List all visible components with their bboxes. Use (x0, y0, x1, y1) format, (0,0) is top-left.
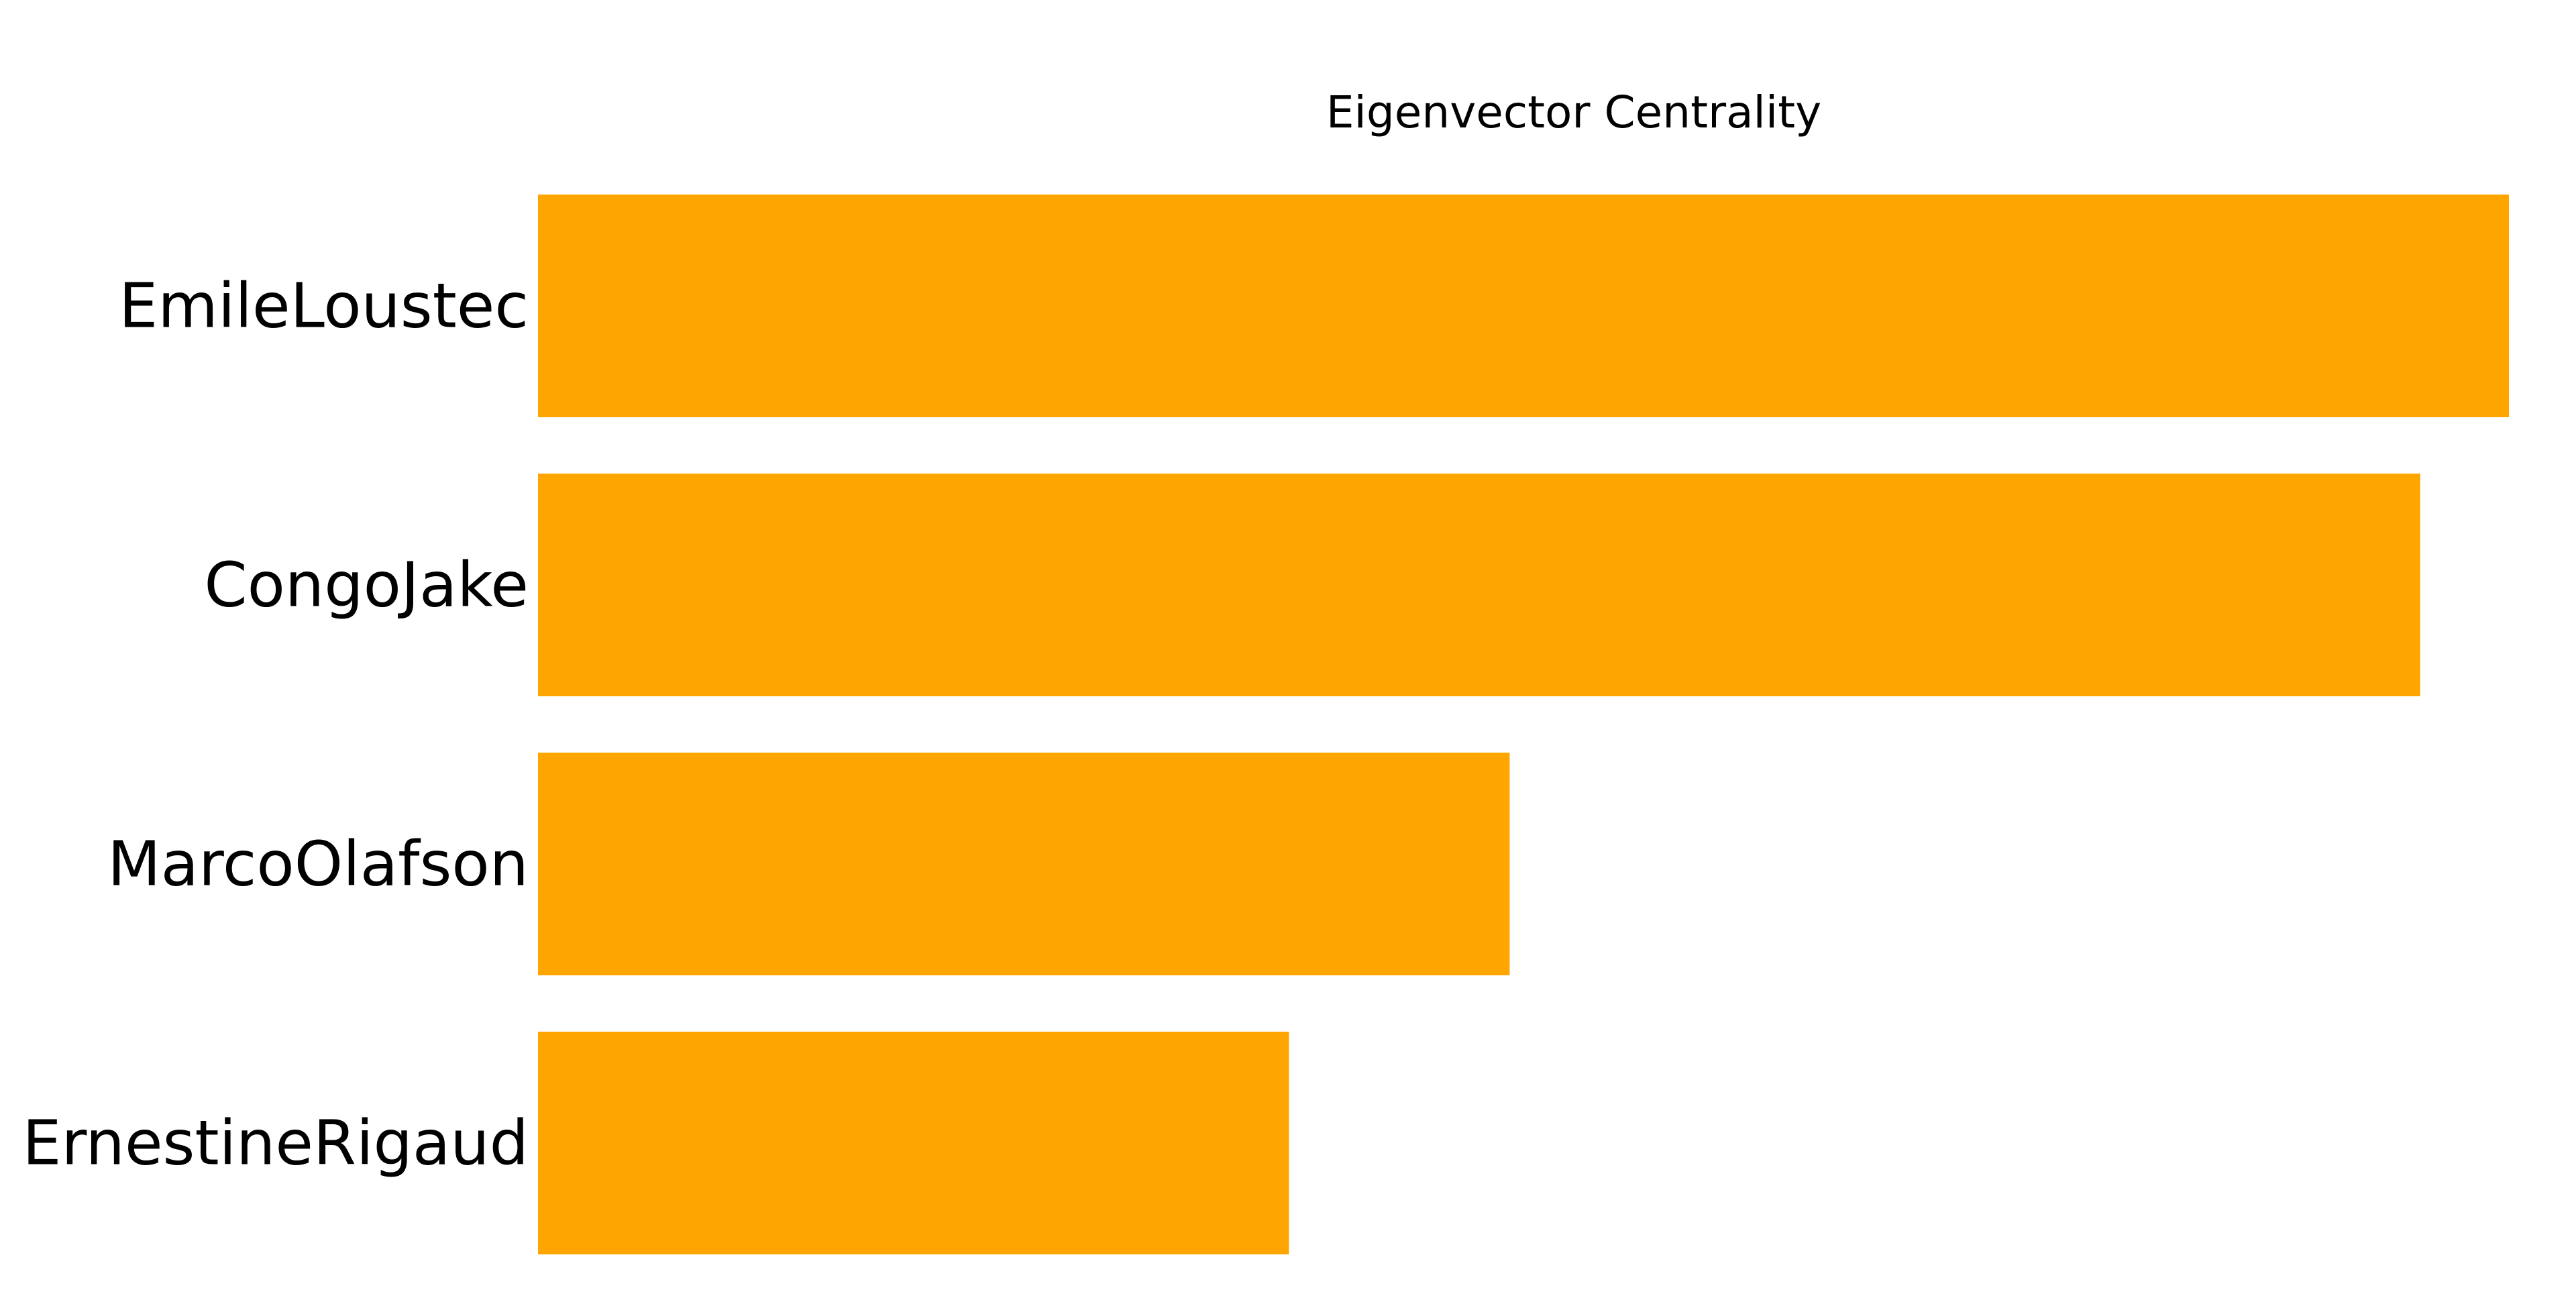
category-label-emile-loustec: EmileLoustec (119, 270, 529, 342)
category-labels-group: EmileLoustec CongoJake MarcoOlafson Ernesti… (22, 270, 529, 1179)
category-label-marco-olafson: MarcoOlafson (107, 828, 529, 900)
bar-congo-jake (538, 474, 2420, 696)
bar-ernestine-rigaud (538, 1032, 1289, 1254)
category-label-congo-jake: CongoJake (204, 549, 529, 621)
bar-marco-olafson (538, 753, 1510, 975)
bars-group (538, 195, 2509, 1254)
chart-title: Eigenvector Centrality (1326, 87, 1821, 138)
category-label-ernestine-rigaud: ErnestineRigaud (22, 1107, 529, 1179)
bar-emile-loustec (538, 195, 2509, 417)
